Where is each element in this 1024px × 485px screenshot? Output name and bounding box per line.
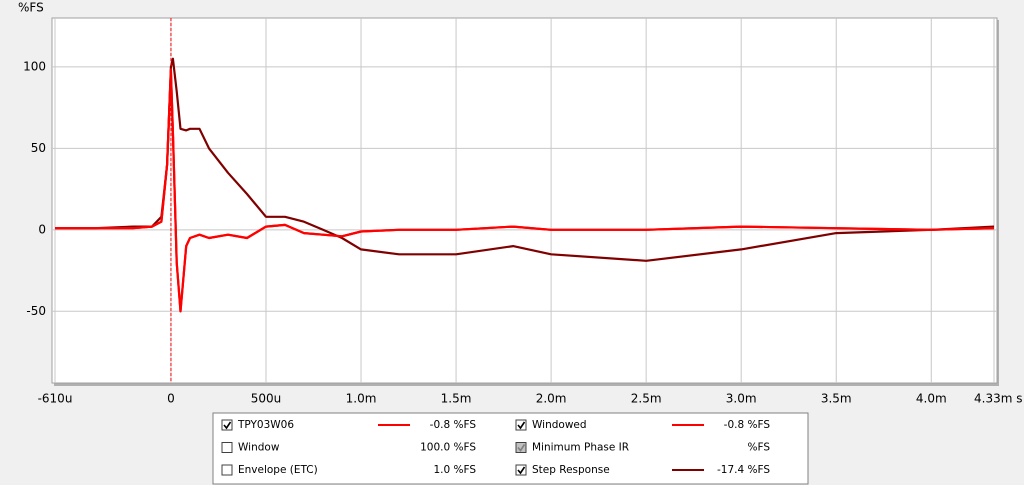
x-tick-label: 1.0m (346, 392, 377, 406)
x-tick-label: 500u (251, 392, 282, 406)
y-axis-label: %FS (18, 1, 44, 15)
y-tick-label: 100 (23, 59, 46, 73)
x-tick-label: 4.33m s (974, 392, 1022, 406)
legend-label: Minimum Phase IR (532, 442, 629, 454)
legend-readout: -0.8 %FS (724, 419, 771, 431)
x-tick-label: 4.0m (916, 392, 947, 406)
x-tick-label: 1.5m (441, 392, 472, 406)
x-tick-label: -610u (38, 392, 73, 406)
legend-box (212, 412, 809, 485)
legend-readout: %FS (748, 442, 771, 454)
checkbox[interactable] (515, 442, 527, 453)
legend-label: Window (238, 442, 280, 454)
checkbox[interactable] (221, 464, 233, 476)
y-tick-label: 50 (31, 141, 46, 155)
legend-readout: 100.0 %FS (420, 442, 476, 454)
legend-label: TPY03W06 (237, 419, 294, 431)
legend-label: Envelope (ETC) (238, 464, 318, 476)
x-tick-label: 0 (167, 392, 175, 406)
checkmark (223, 421, 232, 430)
x-tick-label: 3.5m (821, 392, 852, 406)
legend-readout: -0.8 %FS (430, 419, 477, 431)
series-line (55, 69, 995, 313)
x-tick-label: 3.0m (726, 392, 757, 406)
legend-label: Step Response (532, 464, 610, 476)
checkmark (517, 466, 526, 475)
legend-label: Windowed (532, 419, 587, 431)
y-tick-label: 0 (38, 222, 46, 236)
legend-readout: 1.0 %FS (433, 464, 476, 476)
checkbox[interactable] (515, 419, 527, 431)
checkmark (517, 421, 526, 430)
checkmark (517, 444, 526, 452)
checkbox[interactable] (221, 442, 233, 453)
x-tick-label: 2.5m (631, 392, 662, 406)
checkbox[interactable] (515, 464, 527, 476)
checkbox[interactable] (221, 419, 233, 431)
y-tick-label: -50 (26, 304, 46, 318)
legend-readout: -17.4 %FS (717, 464, 770, 476)
x-tick-label: 2.0m (536, 392, 567, 406)
plot-area (51, 17, 998, 384)
